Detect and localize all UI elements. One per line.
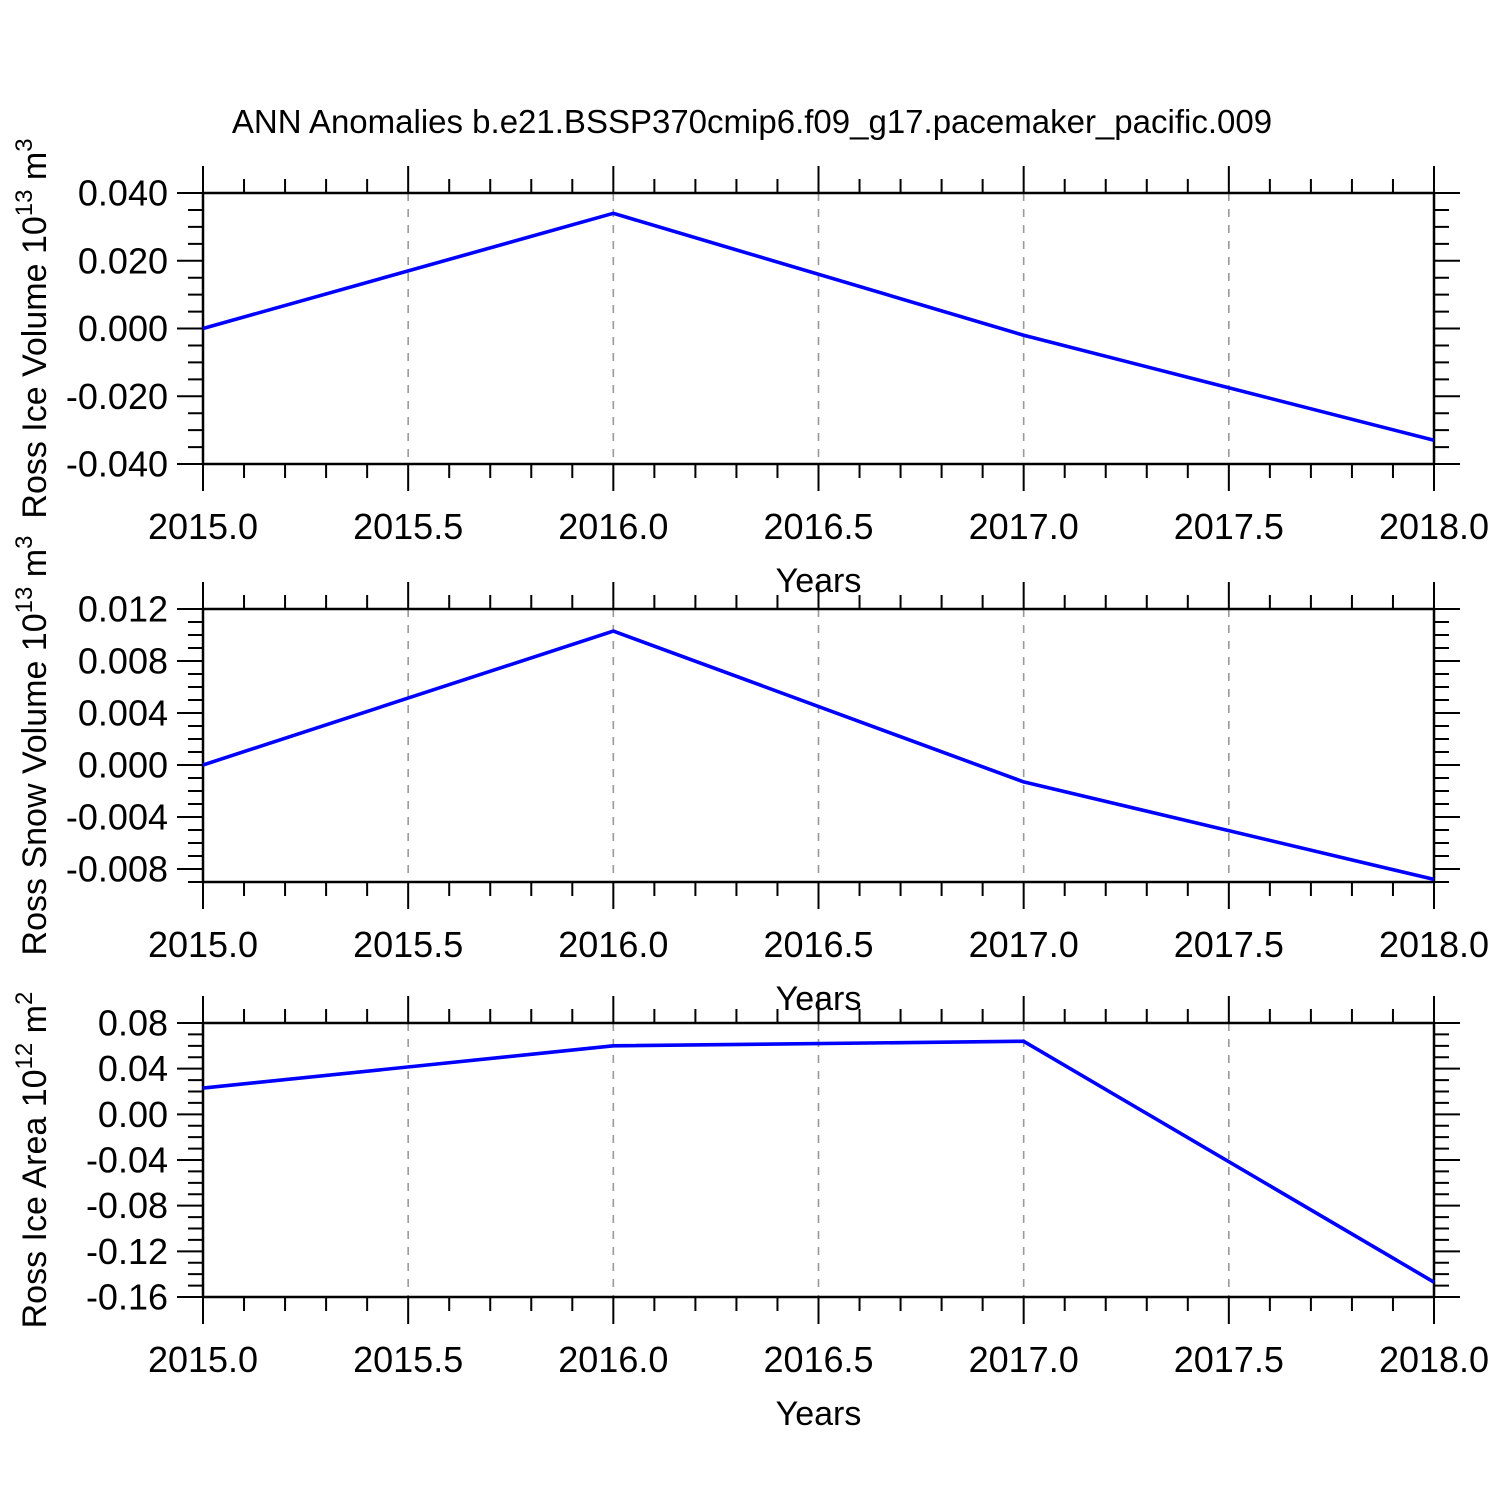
x-tick-label: 2017.5 xyxy=(1174,1339,1284,1380)
x-tick-label: 2015.5 xyxy=(353,506,463,547)
y-tick-label: -0.08 xyxy=(86,1185,168,1226)
x-tick-label: 2018.0 xyxy=(1379,506,1489,547)
x-tick-label: 2016.0 xyxy=(558,1339,668,1380)
subplot-ross-ice-volume: 0.040 0.020 0.000 -0.020 -0.040 2015.0 2015.5 2… xyxy=(11,138,1489,600)
y-tick-label: 0.004 xyxy=(78,693,168,734)
x-tick-label: 2016.5 xyxy=(763,506,873,547)
y-tick-label: -0.16 xyxy=(86,1277,168,1318)
y-tick-label: 0.040 xyxy=(78,173,168,214)
x-tick-label: 2017.0 xyxy=(969,1339,1079,1380)
figure-title: ANN Anomalies b.e21.BSSP370cmip6.f09_g17… xyxy=(232,103,1272,140)
y-tick-label: 0.04 xyxy=(98,1048,168,1089)
y-axis-label: Ross Snow Volume 1013 m3 xyxy=(11,536,54,956)
plot-frame xyxy=(201,607,1436,884)
x-axis-label: Years xyxy=(776,1395,862,1433)
y-tick-label: -0.040 xyxy=(66,444,168,485)
y-tick-label: -0.008 xyxy=(66,849,168,890)
y-tick-label: 0.08 xyxy=(98,1003,168,1044)
y-tick-label: 0.00 xyxy=(98,1094,168,1135)
y-axis-label: Ross Ice Volume 1013 m3 xyxy=(11,138,54,518)
subplot-ross-snow-volume: 0.012 0.008 0.004 0.000 -0.004 -0.008 2015.0 20… xyxy=(11,536,1489,1018)
x-tick-label: 2017.0 xyxy=(969,924,1079,965)
plot-frame xyxy=(201,1021,1436,1299)
y-tick-label: -0.04 xyxy=(86,1140,168,1181)
x-tick-label: 2018.0 xyxy=(1379,924,1489,965)
x-tick-label: 2017.5 xyxy=(1174,506,1284,547)
y-tick-label: 0.020 xyxy=(78,240,168,281)
axis-ticks xyxy=(177,582,1460,909)
y-tick-label: 0.012 xyxy=(78,589,168,630)
x-tick-label: 2016.0 xyxy=(558,924,668,965)
y-tick-label: -0.12 xyxy=(86,1231,168,1272)
x-tick-label: 2015.0 xyxy=(148,506,258,547)
axis-ticks xyxy=(177,166,1460,491)
x-tick-label: 2016.5 xyxy=(763,1339,873,1380)
x-tick-label: 2015.5 xyxy=(353,924,463,965)
axis-ticks xyxy=(177,996,1460,1324)
x-tick-label: 2016.5 xyxy=(763,924,873,965)
x-tick-label: 2017.5 xyxy=(1174,924,1284,965)
y-tick-label: -0.004 xyxy=(66,797,168,838)
subplot-ross-ice-area: 0.080.04 0.00 -0.04-0.08 -0.12 -0.16 2015.0 20… xyxy=(11,992,1489,1433)
data-line-ross-snow-volume xyxy=(202,629,1435,882)
y-axis-label: Ross Ice Area 1012 m2 xyxy=(11,992,54,1329)
x-tick-label: 2016.0 xyxy=(558,506,668,547)
data-line-ross-ice-volume xyxy=(202,211,1435,443)
x-tick-label: 2017.0 xyxy=(969,506,1079,547)
y-tick-label: 0.000 xyxy=(78,308,168,349)
y-tick-label: -0.020 xyxy=(66,376,168,417)
x-tick-label: 2015.5 xyxy=(353,1339,463,1380)
x-tick-label: 2018.0 xyxy=(1379,1339,1489,1380)
y-tick-label: 0.000 xyxy=(78,745,168,786)
y-tick-label: 0.008 xyxy=(78,641,168,682)
x-tick-label: 2015.0 xyxy=(148,1339,258,1380)
data-line-ross-ice-area xyxy=(202,1039,1435,1284)
x-tick-label: 2015.0 xyxy=(148,924,258,965)
